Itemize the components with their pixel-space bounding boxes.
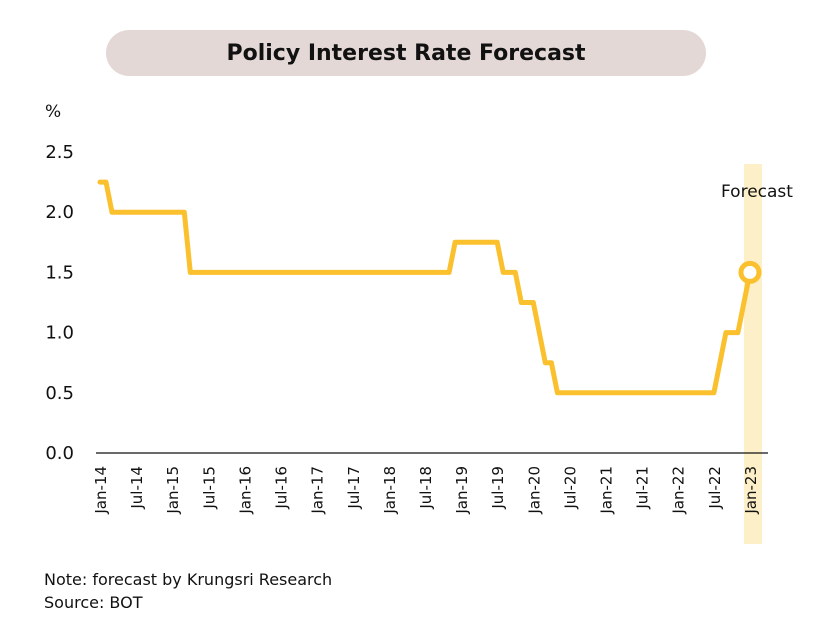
x-tick-label: Jan-19 bbox=[453, 466, 471, 515]
x-tick-label: Jul-14 bbox=[128, 466, 146, 510]
x-tick-label: Jan-14 bbox=[92, 466, 110, 515]
x-tick-label: Jul-22 bbox=[706, 466, 724, 510]
y-axis-unit: % bbox=[45, 102, 61, 122]
chart-title-pill: Policy Interest Rate Forecast bbox=[106, 30, 706, 76]
x-tick-label: Jul-19 bbox=[489, 466, 507, 510]
chart-notes: Note: forecast by Krungsri Research Sour… bbox=[44, 568, 332, 614]
y-tick-label: 2.0 bbox=[45, 202, 74, 223]
x-tick-label: Jul-15 bbox=[200, 466, 218, 510]
x-tick-label: Jan-15 bbox=[164, 466, 182, 515]
forecast-label: Forecast bbox=[721, 182, 793, 202]
y-tick-label: 2.5 bbox=[45, 142, 74, 163]
x-tick-label: Jan-17 bbox=[309, 466, 327, 515]
x-tick-label: Jan-18 bbox=[381, 466, 399, 515]
x-tick-label: Jul-21 bbox=[634, 466, 652, 510]
y-tick-label: 1.0 bbox=[45, 323, 74, 344]
x-tick-label: Jul-16 bbox=[273, 466, 291, 510]
x-tick-label: Jan-16 bbox=[236, 466, 254, 515]
x-tick-label: Jan-23 bbox=[742, 466, 760, 515]
y-tick-label: 0.5 bbox=[45, 383, 74, 404]
x-tick-label: Jul-18 bbox=[417, 466, 435, 510]
line-chart: Forecast% 0.0 0.5 1.0 1.5 2.0 2.5 Jan-14 Jul-14 J… bbox=[45, 102, 793, 544]
x-tick-label: Jan-20 bbox=[525, 466, 543, 515]
policy-rate-line bbox=[97, 179, 753, 396]
note-text: Note: forecast by Krungsri Research bbox=[44, 570, 333, 589]
x-tick-label: Jul-20 bbox=[561, 466, 579, 510]
forecast-point-marker bbox=[738, 260, 762, 284]
chart-title: Policy Interest Rate Forecast bbox=[226, 40, 586, 66]
x-tick-label: Jan-22 bbox=[670, 466, 688, 515]
y-tick-label: 0.0 bbox=[45, 443, 74, 464]
forecast-band bbox=[743, 164, 762, 544]
x-tick-label: Jul-17 bbox=[345, 466, 363, 510]
y-tick-label: 1.5 bbox=[45, 262, 74, 283]
x-tick-label: Jan-21 bbox=[598, 466, 616, 515]
source-text: Source: BOT bbox=[44, 593, 143, 612]
